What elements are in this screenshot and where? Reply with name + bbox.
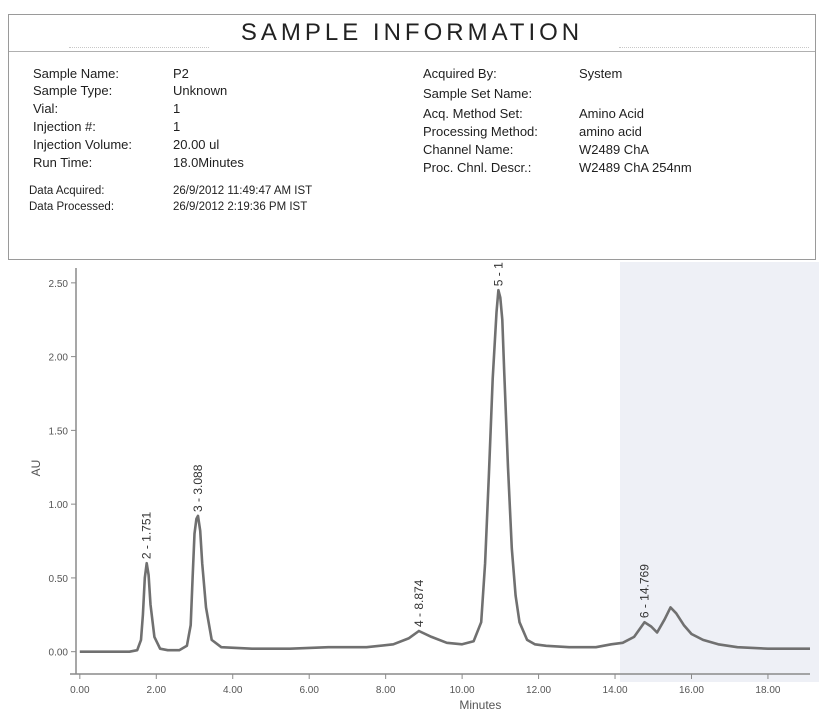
chromatogram-trace-0 xyxy=(79,288,810,654)
field-label-sample-set-name: Sample Set Name: xyxy=(423,86,533,101)
field-value-data-acquired: 26/9/2012 11:49:47 AM IST xyxy=(173,185,313,197)
x-tick-label: 0.00 xyxy=(70,685,90,696)
title-dotted-line-left xyxy=(69,47,209,48)
y-axis-label: AU xyxy=(29,460,43,477)
y-tick-label: 1.50 xyxy=(49,426,69,437)
x-tick-label: 14.00 xyxy=(603,685,628,696)
peak-label-3: 3 - 3.088 xyxy=(191,464,205,512)
field-value-injection-number: 1 xyxy=(173,119,181,134)
field-label-acq-method-set: Acq. Method Set: xyxy=(423,106,523,121)
field-label-sample-name: Sample Name: xyxy=(33,66,119,81)
y-tick-label: 0.00 xyxy=(49,648,69,659)
x-tick-group: 0.00 2.00 4.00 6.00 8.00 10.00 12.00 14.00 16.00… xyxy=(70,674,781,696)
field-value-acq-method-set: Amino Acid xyxy=(579,106,645,121)
peak-label-2: 2 - 1.751 xyxy=(140,511,154,559)
x-tick-label: 10.00 xyxy=(450,685,475,696)
right-shaded-region xyxy=(620,262,819,682)
y-tick-group: 0.00 0.50 1.00 1.50 2.00 2.50 xyxy=(49,279,76,659)
field-label-channel-name: Channel Name: xyxy=(423,142,514,157)
field-label-run-time: Run Time: xyxy=(33,155,93,170)
x-tick-label: 4.00 xyxy=(223,685,243,696)
field-label-vial: Vial: xyxy=(33,101,59,116)
x-tick-label: 18.00 xyxy=(755,685,780,696)
peak-label-group: 2 - 1.751 3 - 3.088 4 - 8.874 5 - 10.946 6 -… xyxy=(140,232,652,627)
field-label-sample-type: Sample Type: xyxy=(33,83,113,98)
peak-label-6: 6 - 14.769 xyxy=(637,564,651,618)
peak-label-4: 4 - 8.874 xyxy=(412,579,426,627)
field-value-sample-name: P2 xyxy=(173,66,189,81)
x-tick-label: 8.00 xyxy=(376,685,396,696)
field-value-proc-chnl-descr: W2489 ChA 254nm xyxy=(579,160,692,175)
field-value-run-time: 18.0Minutes xyxy=(173,155,244,170)
title-dotted-lines xyxy=(9,47,815,48)
field-value-sample-type: Unknown xyxy=(173,83,228,98)
field-value-vial: 1 xyxy=(173,101,181,116)
x-tick-label: 12.00 xyxy=(526,685,551,696)
field-label-injection-number: Injection #: xyxy=(33,119,96,134)
y-tick-label: 2.00 xyxy=(49,353,69,364)
y-tick-label: 1.00 xyxy=(49,500,69,511)
x-tick-label: 6.00 xyxy=(299,685,319,696)
field-value-channel-name: W2489 ChA xyxy=(579,142,650,157)
field-value-processing-method: amino acid xyxy=(579,124,642,139)
field-label-injection-volume: Injection Volume: xyxy=(33,137,133,152)
sample-information-panel: SAMPLE INFORMATION Sample Name: P2 Sampl… xyxy=(8,14,816,260)
field-label-proc-chnl-descr: Proc. Chnl. Descr.: xyxy=(423,160,532,175)
field-value-data-processed: 26/9/2012 2:19:36 PM IST xyxy=(173,201,308,213)
chromatogram-svg: 0.00 0.50 1.00 1.50 2.00 2.50 0.00 2.00 4.00 6.0… xyxy=(29,232,819,712)
field-label-data-processed: Data Processed: xyxy=(29,201,115,213)
y-tick-label: 0.50 xyxy=(49,574,69,585)
x-tick-label: 2.00 xyxy=(147,685,167,696)
x-tick-label: 16.00 xyxy=(679,685,704,696)
series-group xyxy=(79,288,810,654)
field-label-data-acquired: Data Acquired: xyxy=(29,185,105,197)
panel-title: SAMPLE INFORMATION xyxy=(240,19,584,46)
y-tick-label: 2.50 xyxy=(49,279,69,290)
x-axis-label: Minutes xyxy=(459,698,501,712)
chromatogram-chart: 0.00 0.50 1.00 1.50 2.00 2.50 0.00 2.00 4.00 6.0… xyxy=(0,232,819,723)
title-dotted-line-right xyxy=(619,47,809,48)
field-label-acquired-by: Acquired By: xyxy=(423,66,497,81)
peak-label-5: 5 - 10.946 xyxy=(491,262,505,286)
field-value-acquired-by: System xyxy=(579,66,623,81)
field-value-injection-volume: 20.00 ul xyxy=(173,137,220,152)
title-divider xyxy=(9,51,815,52)
field-label-processing-method: Processing Method: xyxy=(423,124,538,139)
